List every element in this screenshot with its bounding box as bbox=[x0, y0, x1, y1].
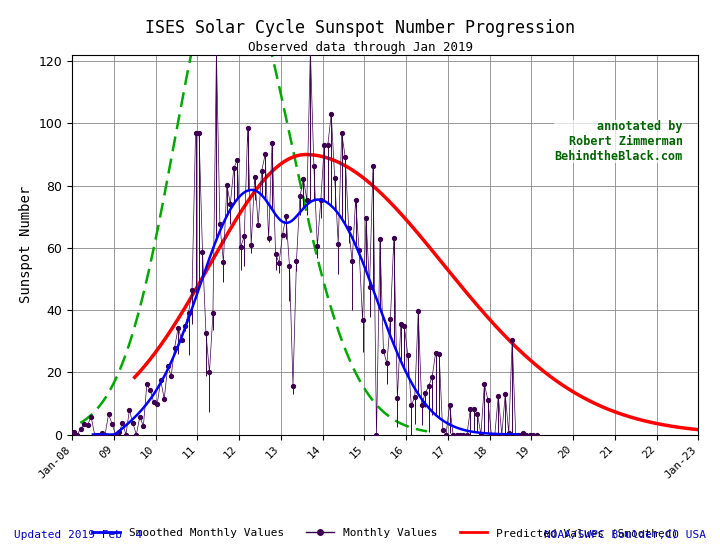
Text: NOAA/SWPC Boulder,CO USA: NOAA/SWPC Boulder,CO USA bbox=[544, 530, 706, 540]
Text: annotated by
Robert Zimmerman
BehindtheBlack.com: annotated by Robert Zimmerman BehindtheB… bbox=[554, 119, 683, 162]
Legend: Smoothed Monthly Values, Monthly Values, Predicted Values (Smoothed): Smoothed Monthly Values, Monthly Values,… bbox=[88, 524, 683, 543]
Y-axis label: Sunspot Number: Sunspot Number bbox=[19, 186, 33, 304]
Text: ISES Solar Cycle Sunspot Number Progression: ISES Solar Cycle Sunspot Number Progress… bbox=[145, 19, 575, 37]
Text: Observed data through Jan 2019: Observed data through Jan 2019 bbox=[248, 41, 472, 54]
Text: Updated 2019 Feb  4: Updated 2019 Feb 4 bbox=[14, 530, 143, 540]
